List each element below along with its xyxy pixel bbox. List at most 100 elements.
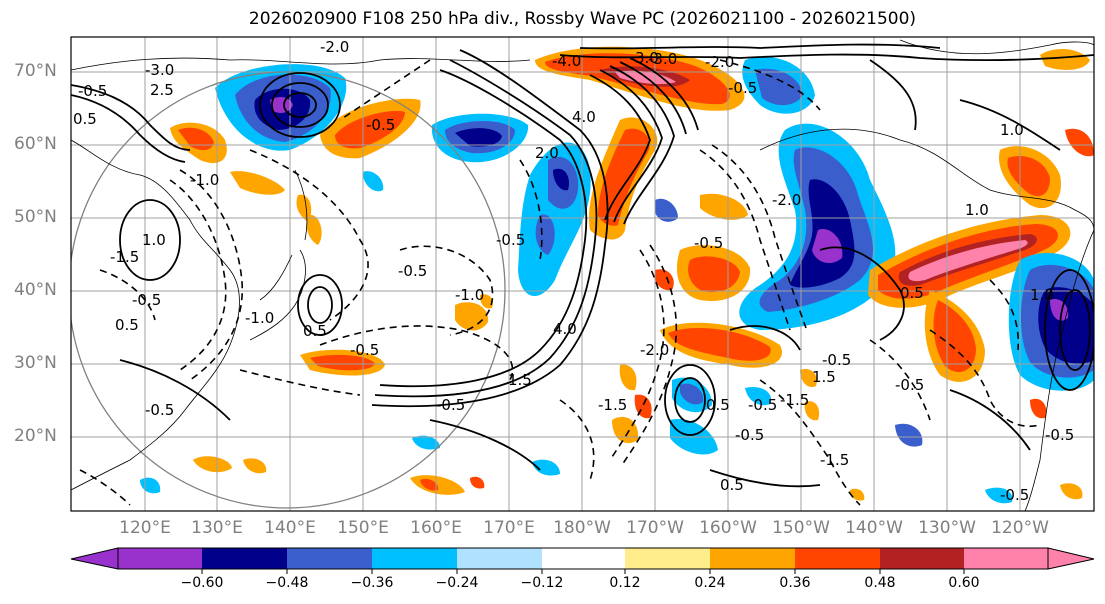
shading-blob — [908, 240, 1028, 282]
lat-label: 50°N — [14, 207, 57, 227]
shading-blob — [270, 97, 293, 113]
contour-label: 0.5 — [900, 284, 924, 302]
colorbar-swatch — [625, 548, 710, 569]
shading-blob — [420, 478, 439, 491]
shading-blob — [535, 214, 555, 255]
colorbar-label: 0.36 — [779, 575, 811, 591]
lat-label: 70°N — [14, 61, 57, 81]
coastlines — [71, 39, 1094, 511]
contour-line — [621, 244, 678, 466]
shading-blob — [455, 302, 489, 331]
shading-blob — [755, 68, 803, 106]
shading-blob — [850, 488, 865, 501]
colorbar-swatch — [287, 548, 372, 569]
contour-line — [99, 269, 156, 321]
contour-line — [559, 53, 1094, 62]
colorbar-label: −0.48 — [265, 575, 309, 591]
colorbar-label: 0.24 — [694, 575, 726, 591]
contour-label: -1.5 — [780, 391, 809, 409]
shading-blob — [985, 487, 1013, 504]
colorbar-swatch — [542, 548, 625, 569]
shading-blob — [688, 256, 740, 293]
shading-blob — [306, 214, 322, 245]
colorbar-swatch — [964, 548, 1048, 569]
shading-blob — [933, 300, 976, 373]
colorbar — [70, 547, 1095, 574]
shading-blob — [700, 193, 748, 220]
contour-line — [709, 469, 821, 488]
contour-line — [374, 59, 598, 398]
contour-label: 0.5 — [720, 476, 744, 494]
contour-line — [339, 59, 431, 121]
contour-line — [399, 245, 494, 336]
contour-line — [609, 249, 665, 461]
coastline-alaska — [759, 128, 1094, 231]
contour-line — [629, 57, 699, 131]
contour-label: -1.0 — [190, 171, 219, 189]
shading-blob — [654, 269, 674, 291]
shading-blob — [243, 458, 267, 474]
contour-label: 0.5 — [303, 322, 327, 340]
contour-label: -2.0 — [640, 341, 669, 359]
contour-line — [319, 325, 514, 381]
shading-blob — [1065, 128, 1094, 157]
shading-blob — [193, 456, 232, 473]
contour-line — [609, 65, 675, 225]
contour-line — [71, 84, 191, 151]
map-title: 2026020900 F108 250 hPa div., Rossby Wav… — [248, 9, 917, 29]
contour-label: 0.5 — [115, 316, 139, 334]
contour-line — [71, 94, 186, 163]
contour-label: -0.5 — [895, 376, 924, 394]
contour-line — [599, 69, 663, 223]
contour-line — [759, 379, 861, 506]
contour-line — [819, 246, 905, 341]
contour-line — [589, 74, 651, 221]
colorbar-label: 0.12 — [609, 575, 641, 591]
colorbar-label: 0.48 — [864, 575, 896, 591]
contour-label: -1.0 — [455, 286, 484, 304]
coastline-arctic — [899, 39, 1094, 55]
shading-blob — [362, 171, 384, 192]
lon-label: 180°W — [553, 518, 611, 538]
coastline-kamchatka — [294, 169, 308, 241]
contour-label: -3.0 — [145, 61, 174, 79]
contour-label: 1.0 — [142, 231, 166, 249]
contour-label-layer: -3.0 -2.0 -0.5 2.5 3.0 -4.0 -3.0 -2.0 0.… — [73, 38, 1074, 504]
contour-line — [179, 169, 244, 381]
shading-blob — [745, 386, 771, 406]
contour-label: -1.5 — [820, 451, 849, 469]
contour-label: -0.5 — [436, 396, 465, 414]
contour-label: 4.0 — [572, 108, 596, 126]
lat-label: 20°N — [14, 426, 57, 446]
contour-label: 1.0 — [965, 201, 989, 219]
contour-label: -2.0 — [772, 191, 801, 209]
colorbar-label: −0.12 — [520, 575, 564, 591]
lon-label: 160°E — [410, 518, 462, 538]
contour-lines — [71, 43, 1094, 488]
coastline-siberia — [71, 57, 531, 71]
lon-label: 120°W — [991, 518, 1049, 538]
colorbar-swatch — [880, 548, 964, 569]
contour-line — [619, 61, 687, 135]
shading-blob — [532, 459, 560, 476]
contour-label: 1.5 — [508, 371, 532, 389]
contour-label: 2.5 — [150, 81, 174, 99]
contour-label: 1.0 — [1030, 286, 1054, 304]
contour-label: 4.0 — [553, 320, 577, 338]
graticule — [71, 37, 1094, 511]
contour-label: -0.5 — [1045, 426, 1074, 444]
shading-blob — [335, 110, 405, 149]
contour-label: -0.5 — [1000, 486, 1029, 504]
contour-line — [283, 92, 317, 118]
contour-line — [959, 99, 1061, 151]
contour-label: -4.0 — [552, 52, 581, 70]
contour-line — [249, 149, 369, 321]
shading-blob — [895, 423, 923, 447]
coastline-asia — [71, 139, 240, 491]
lon-label: 120°E — [119, 518, 171, 538]
contour-line — [271, 82, 329, 128]
contour-line — [719, 59, 821, 111]
contour-line — [664, 364, 716, 436]
contour-label: -1.0 — [245, 309, 274, 327]
